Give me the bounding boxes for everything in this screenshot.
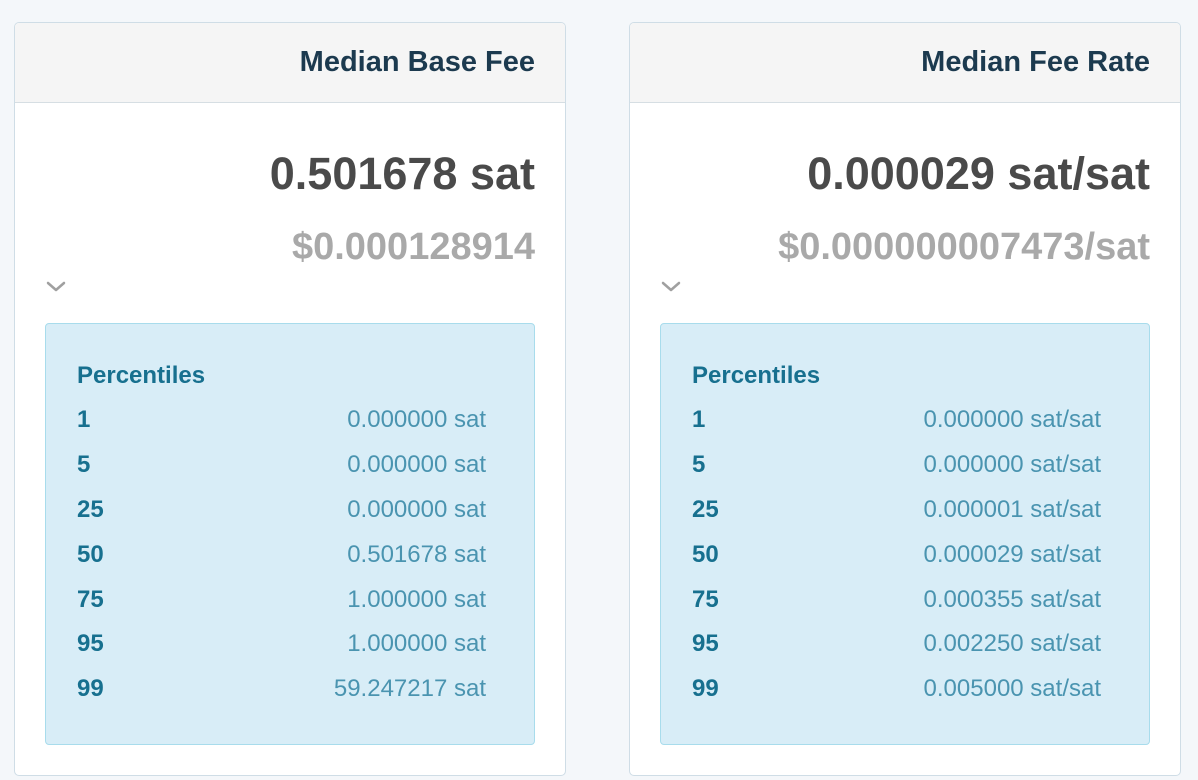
percentile-value: 0.000001 sat/sat	[923, 496, 1101, 523]
percentiles-panel: Percentiles 1 0.000000 sat/sat 5 0.00000…	[660, 323, 1150, 745]
percentile-row: 95 1.000000 sat	[77, 629, 486, 659]
percentile-key: 95	[77, 630, 104, 657]
percentile-row: 99 0.005000 sat/sat	[692, 674, 1101, 704]
percentile-key: 95	[692, 630, 719, 657]
median-value: 0.000029 sat/sat	[807, 148, 1150, 199]
chevron-down-icon[interactable]	[45, 278, 67, 294]
percentile-row: 50 0.000029 sat/sat	[692, 540, 1101, 570]
median-fee-rate-card: Median Fee Rate 0.000029 sat/sat $0.0000…	[629, 22, 1181, 776]
percentile-value: 0.000000 sat	[347, 451, 486, 478]
chevron-down-icon[interactable]	[660, 278, 682, 294]
percentile-row: 75 1.000000 sat	[77, 585, 486, 615]
card-title: Median Fee Rate	[921, 46, 1150, 78]
percentiles-panel: Percentiles 1 0.000000 sat 5 0.000000 sa…	[45, 323, 535, 745]
percentile-row: 1 0.000000 sat	[77, 405, 486, 435]
percentiles-heading: Percentiles	[77, 362, 206, 389]
percentile-row: 75 0.000355 sat/sat	[692, 585, 1101, 615]
percentile-row: 5 0.000000 sat	[77, 450, 486, 480]
usd-value: $0.000128914	[291, 226, 535, 268]
card-header: Median Base Fee	[15, 23, 565, 103]
percentile-key: 25	[692, 496, 719, 523]
percentile-value: 59.247217 sat	[333, 675, 486, 702]
percentile-key: 50	[692, 541, 719, 568]
percentile-value: 0.000000 sat	[347, 496, 486, 523]
percentile-key: 50	[77, 541, 104, 568]
percentile-key: 1	[692, 406, 706, 433]
percentile-row: 5 0.000000 sat/sat	[692, 450, 1101, 480]
median-base-fee-card: Median Base Fee 0.501678 sat $0.00012891…	[14, 22, 566, 776]
usd-value: $0.000000007473/sat	[778, 226, 1150, 268]
percentile-row: 25 0.000000 sat	[77, 495, 486, 525]
percentile-value: 1.000000 sat	[347, 630, 486, 657]
percentile-value: 0.000355 sat/sat	[923, 586, 1101, 613]
percentile-value: 0.501678 sat	[347, 541, 486, 568]
percentile-key: 75	[77, 586, 104, 613]
percentile-key: 99	[692, 675, 719, 702]
percentile-row: 95 0.002250 sat/sat	[692, 629, 1101, 659]
percentile-row: 1 0.000000 sat/sat	[692, 405, 1101, 435]
percentile-key: 5	[692, 451, 706, 478]
percentile-key: 1	[77, 406, 91, 433]
median-value: 0.501678 sat	[269, 148, 535, 199]
percentiles-heading: Percentiles	[692, 362, 821, 389]
percentile-key: 5	[77, 451, 91, 478]
percentile-value: 0.000000 sat	[347, 406, 486, 433]
percentile-row: 25 0.000001 sat/sat	[692, 495, 1101, 525]
percentile-row: 99 59.247217 sat	[77, 674, 486, 704]
card-title: Median Base Fee	[299, 46, 535, 78]
card-header: Median Fee Rate	[630, 23, 1180, 103]
percentile-value: 0.002250 sat/sat	[923, 630, 1101, 657]
percentile-key: 25	[77, 496, 104, 523]
percentile-key: 75	[692, 586, 719, 613]
percentile-value: 0.005000 sat/sat	[923, 675, 1101, 702]
percentile-row: 50 0.501678 sat	[77, 540, 486, 570]
percentile-value: 1.000000 sat	[347, 586, 486, 613]
percentile-value: 0.000000 sat/sat	[923, 451, 1101, 478]
percentile-value: 0.000029 sat/sat	[923, 541, 1101, 568]
percentile-key: 99	[77, 675, 104, 702]
percentile-value: 0.000000 sat/sat	[923, 406, 1101, 433]
